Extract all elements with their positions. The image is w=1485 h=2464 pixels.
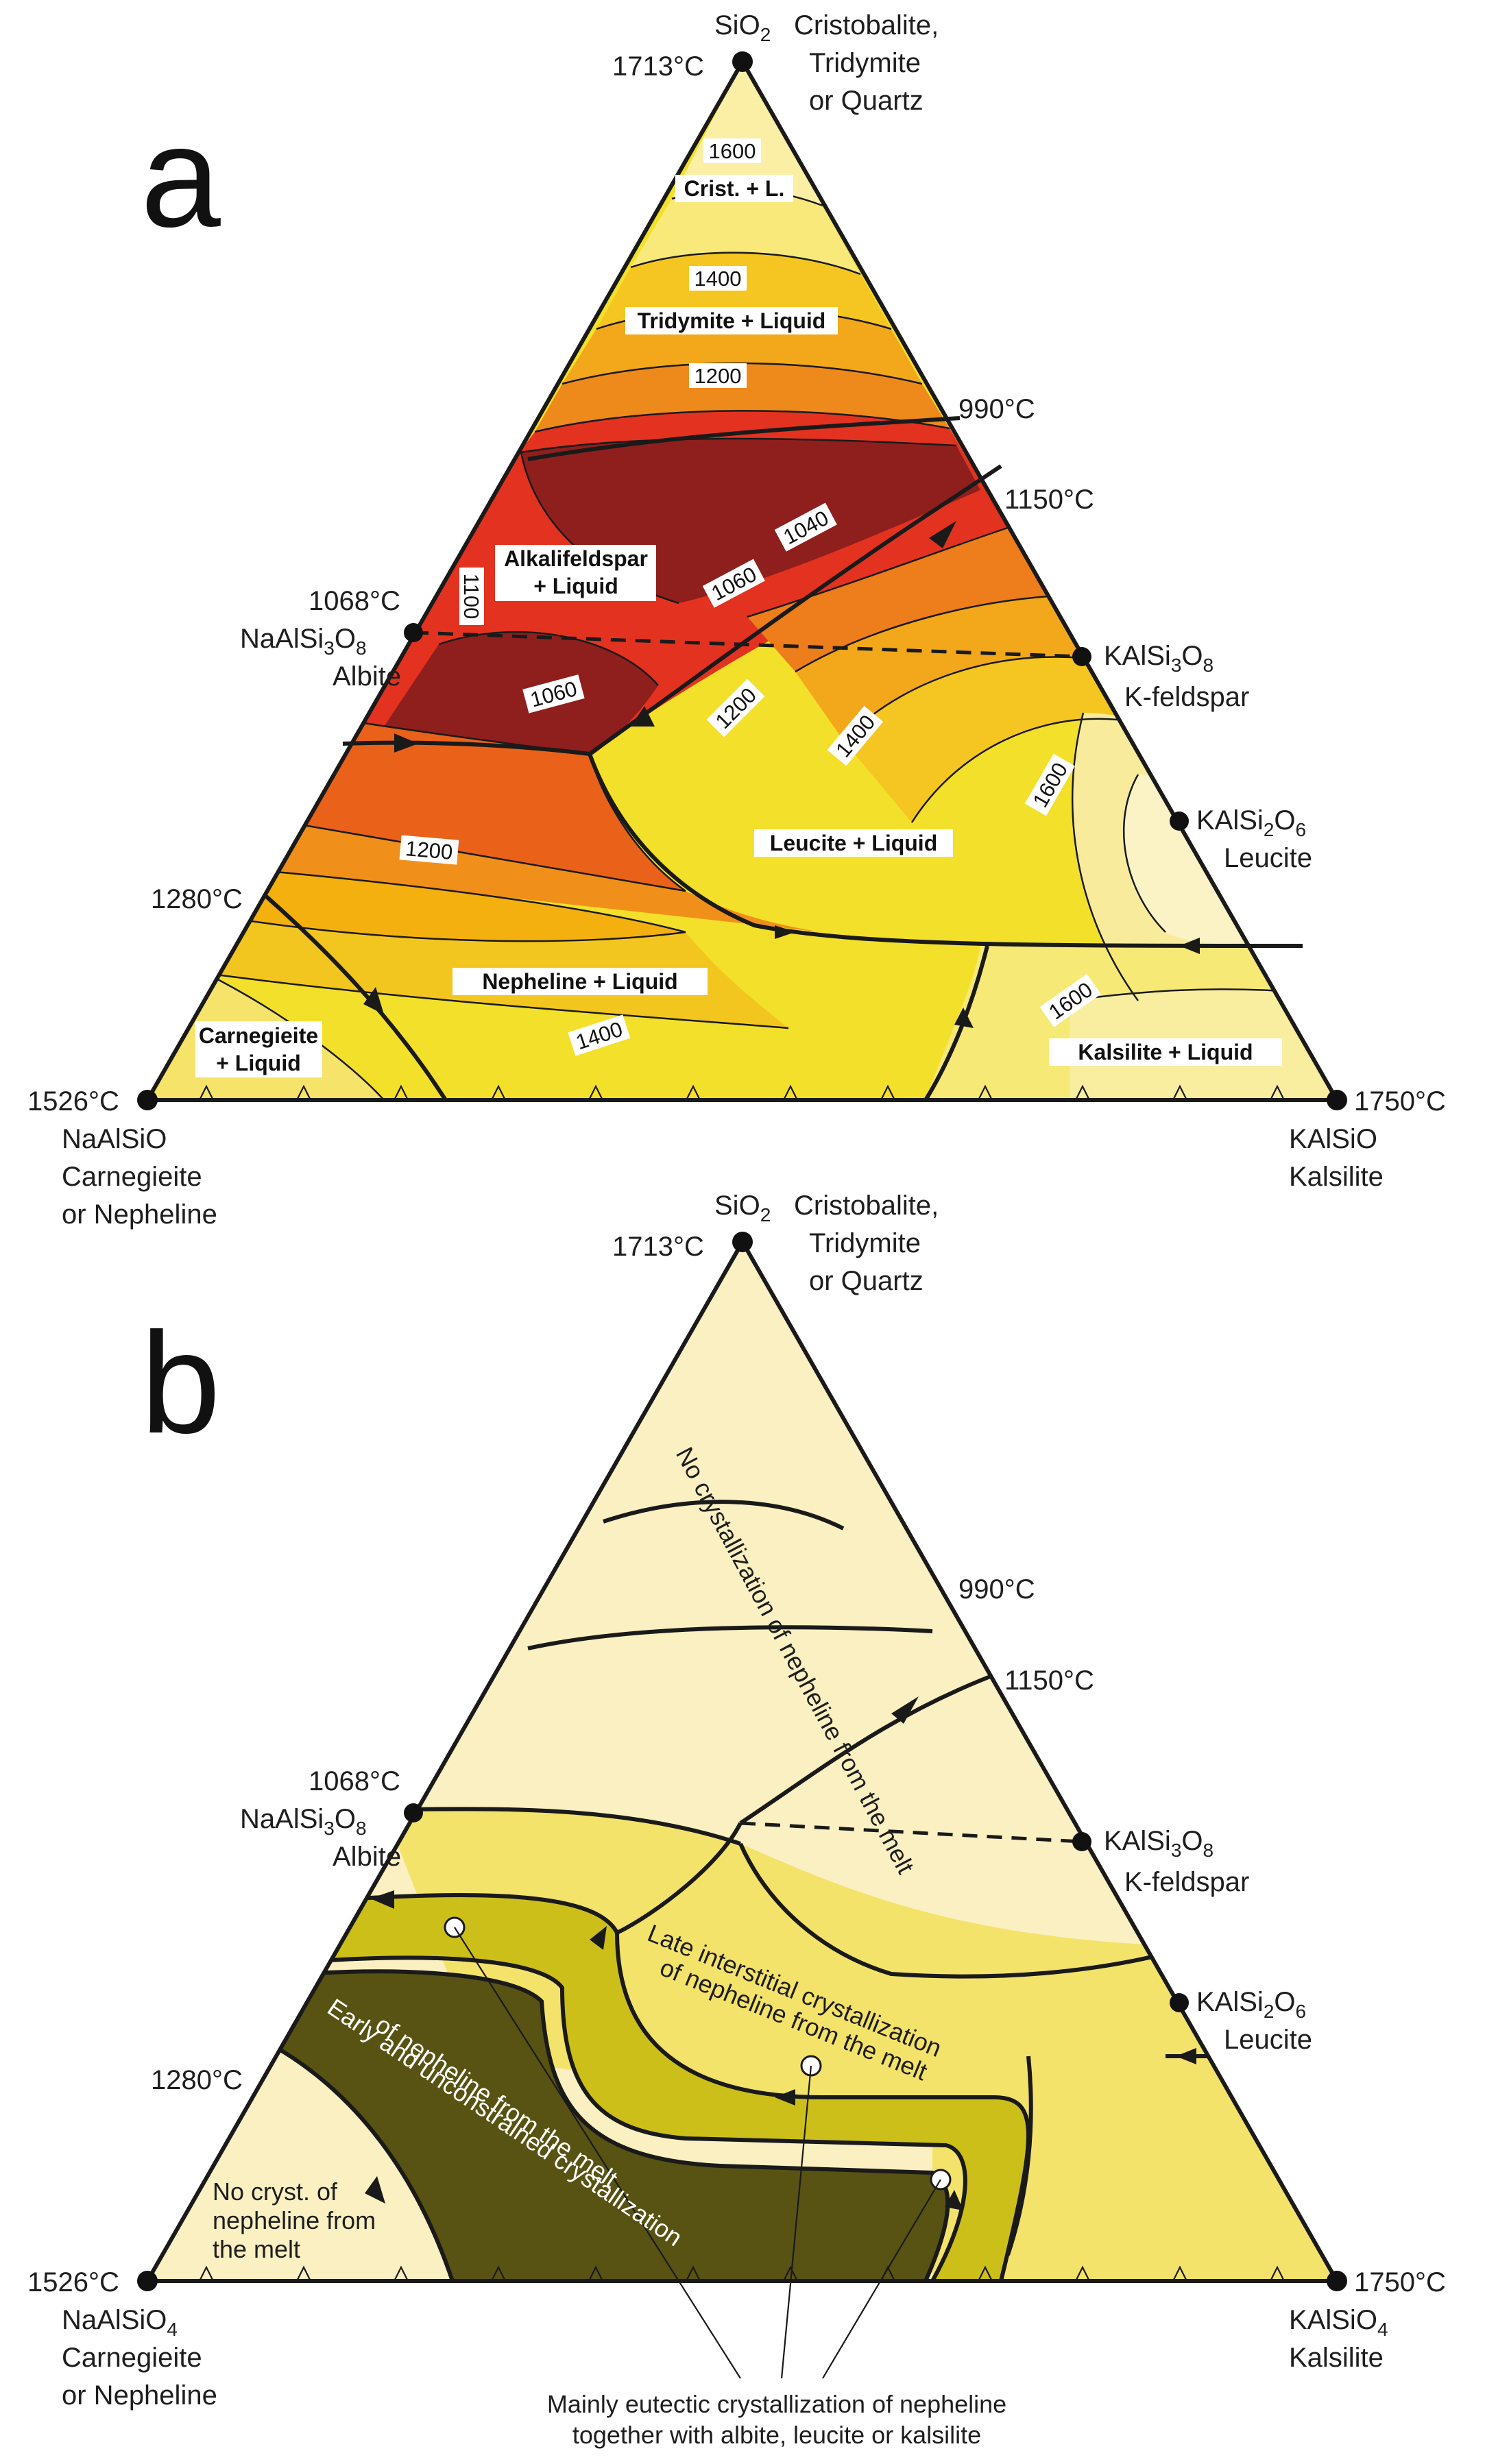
panel-b-letter: b (141, 1302, 221, 1463)
arrow (891, 1696, 919, 1724)
panel-b-sio2-temp: 1713°C (612, 1232, 704, 1262)
arrow (775, 2089, 795, 2106)
arrow (370, 1890, 394, 1909)
panel-a-left-temp: 1526°C (27, 1086, 119, 1117)
panel-a-albite-point (404, 623, 423, 642)
panel-b-color-zones (147, 1242, 1337, 2281)
field-crist-liquid: Crist. + L. (684, 176, 785, 201)
panel-a-boundaries (263, 416, 1303, 1101)
field-leucite-liquid: Leucite + Liquid (770, 831, 937, 855)
panel-b-albite-point (404, 1803, 423, 1822)
panel-a-field-labels: Crist. + L. Tridymite + Liquid Alkalifel… (195, 175, 1282, 1077)
panel-a-right-temp: 1750°C (1354, 1086, 1446, 1117)
panel-b-left-mineral-2: or Nepheline (62, 2380, 217, 2411)
panel-b-left-temp: 1526°C (27, 2267, 119, 2297)
panel-a-leucite-formula: KAlSi2O6 (1196, 805, 1306, 840)
panel-b-sio2-mineral-1: Cristobalite, (794, 1191, 939, 1221)
panel-b-triangle (143, 1237, 1341, 2283)
panel-a-sio2-temp: 1713°C (612, 51, 704, 82)
field-kalsilite-liquid: Kalsilite + Liquid (1078, 1040, 1253, 1064)
isotherm-label: 1600 (709, 139, 756, 163)
panel-b-kalsilite-point (1327, 2271, 1347, 2291)
arrow (590, 1926, 607, 1950)
panel-b-leucite-name: Leucite (1224, 2025, 1312, 2055)
panel-a-left-mineral-2: or Nepheline (62, 1199, 217, 1230)
arrow (1176, 2048, 1196, 2064)
panel-b-sio2-mineral-3: or Quartz (809, 1266, 923, 1296)
panel-b-axis-ticks (199, 2265, 1285, 2282)
eutectic-pointer-lines (454, 1927, 941, 2379)
panel-a-sio2-mineral-1: Cristobalite, (794, 10, 939, 40)
panel-b-boundaries (266, 1500, 1337, 2281)
isotherm-label: 1200 (405, 836, 454, 864)
isotherm-label: 1100 (459, 574, 483, 620)
panel-b-right-temp: 1750°C (1354, 2267, 1446, 2297)
field-tridymite-liquid: Tridymite + Liquid (638, 308, 826, 333)
panel-b-temp-990: 990°C (958, 1574, 1035, 1605)
panel-a-letter: a (141, 96, 221, 257)
panel-b-leucite-point (1170, 1993, 1189, 2012)
panel-b-right-mineral: Kalsilite (1289, 2343, 1384, 2373)
panel-a-sio2-mineral-3: or Quartz (809, 86, 923, 116)
panel-b-kfeldspar-name: K-feldspar (1124, 1867, 1249, 1897)
panel-a-temp-990: 990°C (958, 394, 1035, 424)
panel-b-temp-1150: 1150°C (1004, 1666, 1094, 1696)
zone-nocryst-1: No cryst. of (213, 2178, 338, 2206)
panel-a-kfeldspar-name: K-feldspar (1124, 682, 1249, 712)
panel-a: a SiO2 Cristobalite, Tridymite or Quartz… (27, 10, 1446, 1230)
panel-b-right-formula: KAlSiO4 (1289, 2305, 1388, 2340)
panel-b-albite-name: Albite (333, 1842, 401, 1872)
panel-a-left-formula: NaAlSiO (62, 1124, 167, 1154)
zone-nocryst-2: nepheline from (213, 2206, 376, 2234)
panel-a-temp-1280: 1280°C (151, 884, 243, 914)
panel-b-sio2-point (732, 1232, 753, 1252)
field-carnegieite-1: Carnegieite (199, 1023, 318, 1048)
panel-b-left-formula: NaAlSiO4 (62, 2305, 178, 2340)
isotherm-label: 1200 (695, 364, 742, 388)
panel-b-nepheline-point (137, 2271, 158, 2291)
panel-a-axis-ticks (199, 1084, 1285, 1101)
panel-a-leucite-name: Leucite (1224, 843, 1312, 873)
panel-b-albite-formula: NaAlSi3O8 (240, 1804, 367, 1839)
isotherm-label: 1400 (695, 267, 742, 291)
panel-a-sio2-mineral-2: Tridymite (809, 48, 921, 78)
panel-b-temp-1280: 1280°C (151, 2065, 243, 2095)
panel-b: b SiO2 Cristobalite, Tridymite or Quartz… (27, 1191, 1446, 2449)
caption-eutectic-2: together with albite, leucite or kalsili… (572, 2421, 981, 2449)
arrow (945, 2190, 963, 2210)
field-carnegieite-2: + Liquid (216, 1051, 301, 1075)
panel-b-kfeldspar-point (1072, 1832, 1091, 1851)
panel-a-right-mineral: Kalsilite (1289, 1162, 1384, 1192)
panel-a-kalsilite-point (1327, 1090, 1347, 1110)
panel-a-albite-name: Albite (333, 661, 401, 692)
panel-b-kfeldspar-formula: KAlSi3O8 (1104, 1826, 1214, 1861)
arrow (365, 2176, 385, 2204)
panel-a-kfeldspar-formula: KAlSi3O8 (1104, 641, 1214, 676)
panel-a-albite-temp: 1068°C (309, 586, 400, 616)
caption-eutectic-1: Mainly eutectic crystallization of nephe… (547, 2390, 1006, 2418)
panel-a-right-formula: KAlSiO (1289, 1124, 1377, 1154)
panel-a-sio2-point (732, 51, 753, 72)
panel-a-albite-formula: NaAlSi3O8 (240, 624, 367, 659)
panel-a-left-mineral-1: Carnegieite (62, 1162, 202, 1192)
panel-b-leucite-formula: KAlSi2O6 (1196, 1987, 1306, 2022)
panel-a-nepheline-point (137, 1090, 158, 1110)
panel-a-sio2-label: SiO2 (714, 10, 771, 45)
panel-a-kfeldspar-point (1072, 647, 1091, 666)
panel-b-sio2-mineral-2: Tridymite (809, 1228, 921, 1258)
panel-b-albite-temp: 1068°C (309, 1766, 400, 1796)
panel-b-left-mineral-1: Carnegieite (62, 2343, 202, 2373)
field-alkalifeldspar-2: + Liquid (533, 574, 618, 598)
field-nepheline-liquid: Nepheline + Liquid (482, 969, 677, 994)
panel-a-triangle (143, 57, 1341, 1102)
panel-a-temp-1150: 1150°C (1004, 485, 1094, 515)
panel-b-sio2-label: SiO2 (714, 1191, 771, 1225)
zone-nocryst-3: the melt (213, 2235, 300, 2263)
field-alkalifeldspar-1: Alkalifeldspar (504, 546, 648, 571)
panel-a-leucite-point (1170, 812, 1189, 831)
